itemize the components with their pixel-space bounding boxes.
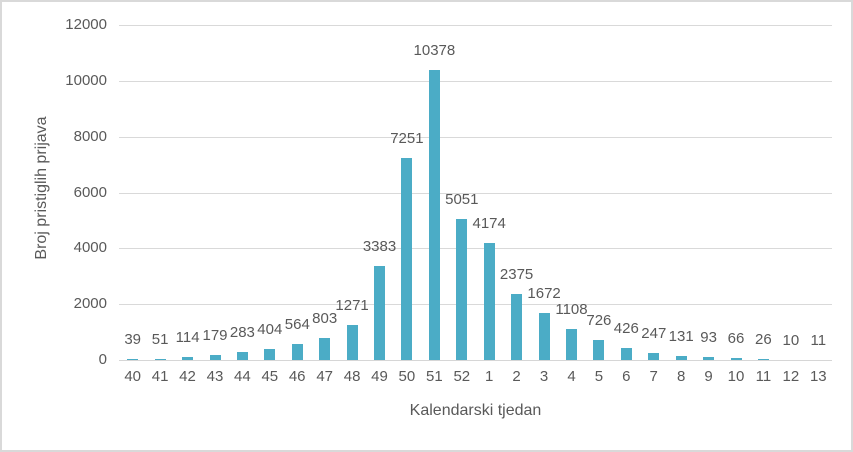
y-tick-label: 8000 bbox=[73, 128, 107, 145]
x-tick-label: 44 bbox=[234, 368, 251, 385]
gridline bbox=[119, 193, 832, 194]
x-tick-label: 43 bbox=[206, 368, 224, 385]
bar-week-52 bbox=[456, 219, 468, 360]
bar-value-label: 10 bbox=[782, 332, 800, 349]
bar-week-2 bbox=[511, 294, 523, 360]
bar-value-label: 39 bbox=[124, 331, 142, 348]
x-tick-label: 52 bbox=[453, 368, 471, 385]
x-tick-label: 3 bbox=[539, 368, 549, 385]
bar-value-label: 4174 bbox=[472, 215, 506, 232]
bar-value-label: 11 bbox=[810, 332, 827, 349]
bar-value-label: 26 bbox=[755, 331, 772, 348]
bar-value-label: 1108 bbox=[555, 301, 588, 318]
gridline bbox=[119, 304, 832, 305]
x-tick-label: 4 bbox=[567, 368, 576, 385]
bar-value-label: 10378 bbox=[413, 42, 456, 59]
x-tick-label: 50 bbox=[398, 368, 416, 385]
bar-week-8 bbox=[675, 356, 687, 360]
bar-value-label: 426 bbox=[613, 320, 639, 337]
x-tick-label: 2 bbox=[512, 368, 521, 385]
y-tick-label: 10000 bbox=[65, 72, 107, 89]
bar-value-label: 3383 bbox=[362, 238, 397, 255]
x-tick-label: 10 bbox=[727, 368, 745, 385]
bar-week-11 bbox=[757, 359, 769, 360]
bar-week-7 bbox=[648, 353, 660, 360]
x-tick-label: 11 bbox=[755, 368, 772, 385]
x-tick-label: 42 bbox=[179, 368, 196, 385]
bar-week-6 bbox=[620, 348, 632, 360]
bar-value-label: 1271 bbox=[335, 297, 369, 314]
bar-week-4 bbox=[566, 329, 577, 360]
bar-week-48 bbox=[346, 325, 358, 360]
x-tick-label: 46 bbox=[288, 368, 306, 385]
x-tick-label: 8 bbox=[677, 368, 686, 385]
x-tick-label: 41 bbox=[151, 368, 169, 385]
bar-value-label: 803 bbox=[312, 310, 338, 327]
x-tick-label: 40 bbox=[124, 368, 142, 385]
bar-week-47 bbox=[319, 338, 331, 360]
y-tick-label: 2000 bbox=[73, 295, 107, 312]
y-tick-label: 0 bbox=[98, 351, 107, 368]
x-tick-label: 6 bbox=[622, 368, 631, 385]
bar-week-50 bbox=[401, 158, 413, 360]
bar-value-label: 2375 bbox=[499, 266, 534, 283]
bar-value-label: 564 bbox=[284, 316, 310, 333]
y-tick-label: 4000 bbox=[73, 239, 107, 256]
bar-week-44 bbox=[236, 352, 248, 360]
bar-value-label: 114 bbox=[175, 329, 200, 346]
bar-value-label: 283 bbox=[229, 324, 255, 341]
x-tick-label: 48 bbox=[343, 368, 361, 385]
bar-week-3 bbox=[538, 313, 550, 360]
x-tick-label: 49 bbox=[371, 368, 388, 385]
x-tick-label: 47 bbox=[316, 368, 334, 385]
bar-value-label: 179 bbox=[202, 327, 228, 344]
x-tick-label: 7 bbox=[649, 368, 658, 385]
bar-week-43 bbox=[209, 355, 221, 360]
bar-week-9 bbox=[703, 357, 715, 360]
bar-value-label: 726 bbox=[586, 312, 612, 329]
bar-week-51 bbox=[428, 70, 440, 360]
bar-week-1 bbox=[483, 243, 495, 360]
x-tick-label: 5 bbox=[594, 368, 604, 385]
bar-week-10 bbox=[730, 358, 742, 360]
bar-week-41 bbox=[154, 359, 166, 360]
bar-week-45 bbox=[264, 349, 276, 360]
x-axis-title: Kalendarski tjedan bbox=[409, 402, 542, 419]
bar-value-label: 5051 bbox=[445, 191, 479, 208]
bar-value-label: 51 bbox=[151, 331, 169, 348]
bar-week-49 bbox=[374, 266, 385, 360]
bar-week-42 bbox=[182, 357, 194, 360]
gridline bbox=[119, 25, 832, 26]
x-tick-label: 9 bbox=[704, 368, 713, 385]
x-tick-label: 45 bbox=[261, 368, 279, 385]
bar-value-label: 404 bbox=[257, 321, 283, 338]
bar-week-5 bbox=[593, 340, 605, 360]
y-tick-label: 12000 bbox=[65, 16, 107, 33]
bar-week-46 bbox=[291, 344, 303, 360]
x-tick-label: 1 bbox=[485, 368, 494, 385]
bar-value-label: 1672 bbox=[527, 285, 561, 302]
gridline bbox=[119, 81, 832, 82]
bar-week-40 bbox=[127, 359, 139, 360]
x-tick-label: 13 bbox=[809, 368, 827, 385]
x-tick-label: 12 bbox=[782, 368, 800, 385]
x-tick-label: 51 bbox=[426, 368, 443, 385]
gridline bbox=[119, 137, 832, 138]
bar-value-label: 247 bbox=[641, 325, 667, 342]
x-axis-line bbox=[119, 360, 832, 361]
gridline bbox=[119, 248, 832, 249]
y-tick-label: 6000 bbox=[73, 184, 107, 201]
bar-value-label: 66 bbox=[727, 330, 745, 347]
bar-value-label: 93 bbox=[700, 329, 717, 346]
bar-value-label: 131 bbox=[668, 328, 694, 345]
bar-value-label: 7251 bbox=[390, 130, 424, 147]
